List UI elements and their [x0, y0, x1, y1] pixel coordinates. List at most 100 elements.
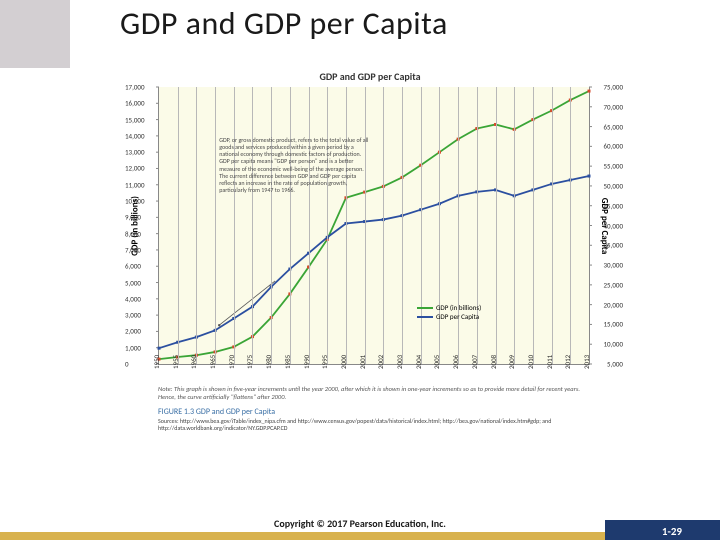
slide-accent-band: [0, 0, 70, 68]
gridline-v: [252, 87, 253, 364]
y-left-tick-label: 4,000: [125, 294, 141, 303]
gridline-v: [458, 87, 459, 364]
y-right-tick-label: 15,000: [604, 320, 624, 329]
x-tick-label: 1965: [208, 355, 217, 369]
chart-note: Note: This graph is shown in five-year i…: [158, 385, 588, 401]
y-right-tick-label: 45,000: [604, 201, 624, 210]
x-tick-label: 1980: [264, 355, 273, 369]
legend-label: GDP per Capita: [436, 312, 479, 321]
gridline-v: [533, 87, 534, 364]
slide-title: GDP and GDP per Capita: [120, 4, 448, 43]
chart-sources: Sources: http://www.bea.gov/iTable/index…: [158, 418, 608, 432]
y-left-tick-label: 2,000: [125, 327, 141, 336]
chart-title: GDP and GDP per Capita: [100, 70, 640, 83]
gridline-v: [439, 87, 440, 364]
y-left-tick-label: 13,000: [125, 148, 145, 157]
gridline-v: [421, 87, 422, 364]
gridline-v: [477, 87, 478, 364]
gridline-v: [309, 87, 310, 364]
chart-legend: GDP (in billions)GDP per Capita: [417, 303, 481, 321]
y-left-tick-label: 7,000: [125, 245, 141, 254]
x-tick-label: 1985: [283, 355, 292, 369]
y-right-tick-label: 25,000: [604, 280, 624, 289]
x-tick-label: 2003: [395, 355, 404, 369]
x-tick-label: 1990: [301, 355, 310, 369]
footer-gold-bar: [0, 532, 605, 540]
gridline-v: [383, 87, 384, 364]
plot-area: GDP (in billions) GDP per Capita 1950195…: [158, 87, 590, 365]
x-tick-label: 1970: [227, 355, 236, 369]
y-right-tick-label: 60,000: [604, 142, 624, 151]
x-tick-label: 2006: [451, 355, 460, 369]
x-tick-label: 2009: [507, 355, 516, 369]
y-left-tick-label: 8,000: [125, 229, 141, 238]
gridline-v: [234, 87, 235, 364]
chart-annotation: GDP, or gross domestic product, refers t…: [219, 137, 369, 195]
x-tick-label: 2001: [358, 355, 367, 369]
gridline-v: [365, 87, 366, 364]
y-left-tick-label: 16,000: [125, 99, 145, 108]
x-tick-label: 2005: [432, 355, 441, 369]
gridline-v: [196, 87, 197, 364]
gridline-v: [215, 87, 216, 364]
y-right-tick-label: 30,000: [604, 261, 624, 270]
x-tick-label: 2002: [376, 355, 385, 369]
gridline-v: [271, 87, 272, 364]
y-right-tick-label: 75,000: [604, 83, 624, 92]
y-right-tick-label: 5,000: [607, 360, 623, 369]
y-left-tick-label: 17,000: [125, 83, 145, 92]
y-left-tick-label: 14,000: [125, 131, 145, 140]
gridline-v: [327, 87, 328, 364]
gridline-v: [496, 87, 497, 364]
figure-label: FIGURE 1.3 GDP and GDP per Capita: [158, 407, 640, 417]
legend-label: GDP (in billions): [436, 303, 481, 312]
x-tick-label: 1950: [152, 355, 161, 369]
y-right-tick-label: 10,000: [604, 340, 624, 349]
x-tick-label: 2008: [488, 355, 497, 369]
y-left-tick-label: 12,000: [125, 164, 145, 173]
x-tick-label: 1960: [189, 355, 198, 369]
y-right-tick-label: 55,000: [604, 162, 624, 171]
x-tick-label: 2011: [544, 355, 553, 369]
y-right-tick-label: 70,000: [604, 102, 624, 111]
legend-item: GDP per Capita: [417, 312, 481, 321]
chart-container: GDP and GDP per Capita GDP (in billions)…: [100, 70, 640, 440]
x-tick-label: 2004: [414, 355, 423, 369]
y-left-tick-label: 1,000: [125, 343, 141, 352]
y-left-tick-label: 0: [125, 360, 129, 369]
gridline-v: [346, 87, 347, 364]
gridline-v: [570, 87, 571, 364]
y-left-tick-label: 5,000: [125, 278, 141, 287]
gridline-v: [552, 87, 553, 364]
y-left-tick-label: 10,000: [125, 197, 145, 206]
y-right-tick-label: 40,000: [604, 221, 624, 230]
legend-swatch: [417, 316, 433, 318]
x-tick-label: 1975: [245, 355, 254, 369]
y-right-tick-label: 65,000: [604, 122, 624, 131]
x-tick-label: 1955: [171, 355, 180, 369]
y-left-tick-label: 6,000: [125, 262, 141, 271]
gridline-v: [290, 87, 291, 364]
copyright-text: Copyright © 2017 Pearson Education, Inc.: [274, 517, 446, 530]
x-tick-label: 2007: [470, 355, 479, 369]
gridline-v: [514, 87, 515, 364]
x-tick-label: 2012: [563, 355, 572, 369]
x-tick-label: 2010: [526, 355, 535, 369]
y-right-tick-label: 20,000: [604, 300, 624, 309]
y-left-tick-label: 11,000: [125, 180, 145, 189]
x-tick-label: 2000: [339, 355, 348, 369]
y-left-tick-label: 15,000: [125, 115, 145, 124]
chart-svg: [159, 87, 589, 364]
legend-swatch: [417, 307, 433, 309]
page-number: 1-29: [662, 525, 682, 538]
gridline-v: [402, 87, 403, 364]
x-tick-label: 1995: [320, 355, 329, 369]
gridline-v: [178, 87, 179, 364]
legend-item: GDP (in billions): [417, 303, 481, 312]
y-right-tick-label: 50,000: [604, 181, 624, 190]
x-tick-label: 2013: [582, 355, 591, 369]
slide-footer: Copyright © 2017 Pearson Education, Inc.…: [0, 520, 720, 540]
y-right-tick-label: 35,000: [604, 241, 624, 250]
y-left-tick-label: 3,000: [125, 311, 141, 320]
y-left-tick-label: 9,000: [125, 213, 141, 222]
